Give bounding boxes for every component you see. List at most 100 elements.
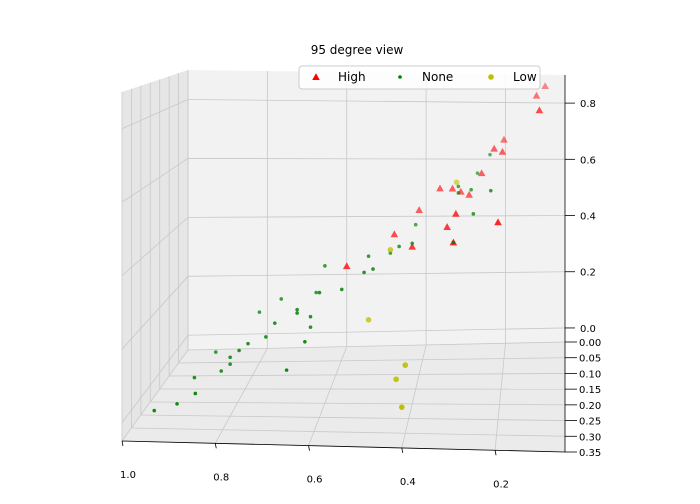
data-point-none: [339, 287, 344, 292]
data-point-high: [390, 230, 399, 238]
data-point-low: [365, 317, 372, 323]
data-point-none: [488, 152, 492, 157]
data-point-none: [152, 408, 157, 413]
data-point-none: [323, 264, 327, 268]
y-tick-label: 0.20: [579, 401, 601, 412]
grid-line-z: [121, 276, 189, 350]
x-tick-mark: [401, 447, 404, 454]
data-point-low: [453, 179, 460, 186]
legend-label-high: High: [338, 70, 366, 84]
legend-label-none: None: [422, 70, 453, 84]
z-tick-label: 0.0: [580, 324, 596, 335]
tick-labels: 1.0 0.8 0.6 0.4 0.2 0.00 0.05 0.10 0.15 0.20 0.25 0…: [120, 99, 601, 490]
z-tick-label: 0.2: [580, 268, 596, 279]
data-point-none: [295, 307, 299, 312]
grid-line-z: [187, 158, 566, 160]
x-tick-label: 1.0: [120, 470, 136, 481]
data-point-high: [541, 82, 549, 90]
grid-line-z: [187, 327, 566, 336]
data-point-low: [393, 376, 399, 383]
data-point-none: [279, 297, 284, 301]
x-tick-label: 0.4: [400, 477, 416, 488]
data-point-none: [219, 369, 224, 373]
data-point-none: [469, 187, 473, 192]
x-axis-line: [121, 440, 566, 453]
data-point-high: [448, 184, 457, 192]
data-point-none: [272, 321, 277, 325]
data-points: [152, 82, 549, 413]
legend-marker-none: [398, 75, 402, 79]
data-point-none: [456, 191, 461, 195]
grid-line-y: [140, 414, 566, 421]
grid-line-z: [187, 215, 566, 218]
data-point-none: [308, 325, 313, 329]
data-point-high: [477, 169, 486, 177]
data-point-high: [443, 223, 451, 230]
data-point-high: [532, 91, 541, 99]
data-point-none: [488, 188, 493, 193]
data-point-high: [490, 144, 498, 152]
data-point-high: [342, 262, 351, 270]
data-point-none: [284, 368, 289, 372]
data-point-none: [362, 270, 366, 275]
data-point-none: [314, 290, 318, 295]
grid-line-x: [308, 346, 348, 446]
grid-line-y: [150, 401, 566, 406]
legend: High None Low: [298, 65, 541, 90]
data-point-high: [465, 190, 473, 198]
data-point-high: [452, 209, 460, 217]
left-pane: [122, 70, 188, 441]
data-point-none: [213, 350, 218, 354]
y-tick-label: 0.05: [579, 354, 601, 365]
legend-marker-high: [312, 73, 320, 81]
data-point-none: [295, 311, 299, 315]
z-tick-label: 0.6: [580, 155, 596, 166]
data-point-low: [402, 362, 409, 368]
data-point-low: [398, 404, 405, 410]
grid-line-y: [131, 427, 566, 437]
grid-line-y: [187, 341, 566, 351]
x-tick-mark: [308, 445, 310, 451]
grid-line-z: [187, 271, 566, 277]
y-tick-label: 0.15: [579, 385, 601, 396]
data-point-none: [257, 310, 262, 314]
legend-marker-low: [488, 74, 494, 80]
data-point-high: [500, 135, 508, 143]
y-tick-label: 0.25: [579, 417, 601, 428]
data-point-high: [498, 147, 507, 155]
data-point-none: [413, 222, 418, 227]
data-point-none: [366, 254, 371, 259]
back-pane: [188, 70, 565, 350]
y-tick-label: 0.30: [579, 432, 601, 443]
data-point-high: [494, 218, 502, 226]
data-point-none: [303, 340, 307, 344]
legend-label-low: Low: [513, 70, 537, 84]
axis-lines: [121, 75, 566, 453]
grid-line-z: [121, 99, 189, 130]
data-point-none: [475, 171, 480, 175]
x-tick-mark: [494, 450, 497, 456]
chart-title: 95 degree view: [311, 43, 404, 57]
data-point-none: [451, 240, 456, 245]
x-tick-label: 0.8: [213, 472, 229, 483]
data-point-high: [436, 184, 444, 192]
floor-pane: [122, 342, 565, 452]
data-point-none: [410, 241, 415, 246]
data-point-low: [387, 246, 394, 253]
grid-line-z: [187, 99, 566, 104]
data-point-none: [471, 212, 476, 216]
data-point-none: [308, 314, 313, 319]
grid-line-z: [121, 217, 189, 276]
z-tick-label: 0.4: [580, 212, 596, 223]
data-point-none: [264, 335, 268, 339]
legend-box: [298, 65, 541, 90]
grid-line-x: [214, 348, 268, 444]
data-point-none: [228, 362, 232, 366]
y-tick-label: 0.35: [579, 448, 601, 459]
data-point-none: [237, 348, 241, 353]
data-point-none: [397, 244, 401, 249]
grid-line-x: [121, 349, 189, 442]
z-tick-label: 0.8: [580, 99, 596, 110]
grid-line-x: [401, 344, 427, 449]
